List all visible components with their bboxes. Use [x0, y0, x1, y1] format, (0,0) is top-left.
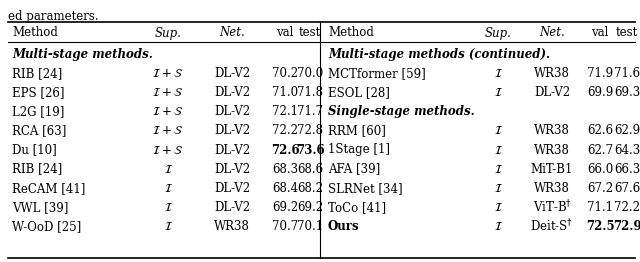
Text: ed parameters.: ed parameters. — [8, 10, 99, 23]
Text: 71.9: 71.9 — [587, 67, 613, 80]
Text: WR38: WR38 — [534, 182, 570, 195]
Text: 71.6: 71.6 — [614, 67, 640, 80]
Text: $\mathcal{I}$: $\mathcal{I}$ — [164, 163, 172, 176]
Text: $\mathcal{I}+\mathcal{S}$: $\mathcal{I}+\mathcal{S}$ — [152, 144, 184, 156]
Text: 73.6: 73.6 — [296, 144, 324, 156]
Text: $\mathcal{I}+\mathcal{S}$: $\mathcal{I}+\mathcal{S}$ — [152, 86, 184, 99]
Text: 66.3: 66.3 — [614, 163, 640, 176]
Text: 68.4: 68.4 — [272, 182, 298, 195]
Text: $\mathcal{I}$: $\mathcal{I}$ — [164, 201, 172, 214]
Text: Method: Method — [12, 26, 58, 40]
Text: test: test — [299, 26, 321, 40]
Text: L2G [19]: L2G [19] — [12, 105, 65, 118]
Text: $\mathcal{I}+\mathcal{S}$: $\mathcal{I}+\mathcal{S}$ — [152, 67, 184, 80]
Text: DL-V2: DL-V2 — [214, 182, 250, 195]
Text: 70.1: 70.1 — [297, 220, 323, 233]
Text: SLRNet [34]: SLRNet [34] — [328, 182, 403, 195]
Text: WR38: WR38 — [534, 144, 570, 156]
Text: DL-V2: DL-V2 — [214, 67, 250, 80]
Text: $\mathcal{I}$: $\mathcal{I}$ — [493, 163, 502, 176]
Text: 71.7: 71.7 — [297, 105, 323, 118]
Text: 70.0: 70.0 — [297, 67, 323, 80]
Text: RIB [24]: RIB [24] — [12, 163, 62, 176]
Text: $\mathcal{I}$: $\mathcal{I}$ — [164, 182, 172, 195]
Text: Sup.: Sup. — [155, 26, 181, 40]
Text: Single-stage methods.: Single-stage methods. — [328, 105, 475, 118]
Text: 69.9: 69.9 — [587, 86, 613, 99]
Text: $\mathcal{I}+\mathcal{S}$: $\mathcal{I}+\mathcal{S}$ — [152, 105, 184, 118]
Text: 69.2: 69.2 — [272, 201, 298, 214]
Text: 1Stage [1]: 1Stage [1] — [328, 144, 390, 156]
Text: 70.2: 70.2 — [272, 67, 298, 80]
Text: 69.2: 69.2 — [297, 201, 323, 214]
Text: 68.6: 68.6 — [297, 163, 323, 176]
Text: 72.2: 72.2 — [272, 124, 298, 137]
Text: test: test — [616, 26, 638, 40]
Text: 67.2: 67.2 — [587, 182, 613, 195]
Text: MiT-B1: MiT-B1 — [531, 163, 573, 176]
Text: $\mathcal{I}$: $\mathcal{I}$ — [493, 220, 502, 233]
Text: 66.0: 66.0 — [587, 163, 613, 176]
Text: 72.6: 72.6 — [271, 144, 300, 156]
Text: DL-V2: DL-V2 — [214, 124, 250, 137]
Text: 62.9: 62.9 — [614, 124, 640, 137]
Text: Net.: Net. — [219, 26, 245, 40]
Text: $\mathcal{I}$: $\mathcal{I}$ — [493, 124, 502, 137]
Text: 68.3: 68.3 — [272, 163, 298, 176]
Text: VWL [39]: VWL [39] — [12, 201, 68, 214]
Text: DL-V2: DL-V2 — [214, 163, 250, 176]
Text: Deit-S$^{\dagger}$: Deit-S$^{\dagger}$ — [531, 218, 573, 235]
Text: 62.7: 62.7 — [587, 144, 613, 156]
Text: 68.2: 68.2 — [297, 182, 323, 195]
Text: DL-V2: DL-V2 — [534, 86, 570, 99]
Text: DL-V2: DL-V2 — [214, 86, 250, 99]
Text: $\mathcal{I}$: $\mathcal{I}$ — [493, 182, 502, 195]
Text: EPS [26]: EPS [26] — [12, 86, 65, 99]
Text: 72.2: 72.2 — [614, 201, 640, 214]
Text: AFA [39]: AFA [39] — [328, 163, 380, 176]
Text: W-OoD [25]: W-OoD [25] — [12, 220, 81, 233]
Text: Net.: Net. — [539, 26, 565, 40]
Text: ESOL [28]: ESOL [28] — [328, 86, 390, 99]
Text: $\mathcal{I}$: $\mathcal{I}$ — [493, 144, 502, 156]
Text: $\mathcal{I}$: $\mathcal{I}$ — [493, 201, 502, 214]
Text: 71.1: 71.1 — [587, 201, 613, 214]
Text: WR38: WR38 — [534, 124, 570, 137]
Text: val: val — [276, 26, 294, 40]
Text: Multi-stage methods (continued).: Multi-stage methods (continued). — [328, 48, 550, 61]
Text: RRM [60]: RRM [60] — [328, 124, 386, 137]
Text: Du [10]: Du [10] — [12, 144, 57, 156]
Text: Multi-stage methods.: Multi-stage methods. — [12, 48, 153, 61]
Text: 64.3: 64.3 — [614, 144, 640, 156]
Text: Sup.: Sup. — [484, 26, 511, 40]
Text: MCTformer [59]: MCTformer [59] — [328, 67, 426, 80]
Text: 70.7: 70.7 — [272, 220, 298, 233]
Text: 67.6: 67.6 — [614, 182, 640, 195]
Text: Ours: Ours — [328, 220, 360, 233]
Text: 72.1: 72.1 — [272, 105, 298, 118]
Text: $\mathcal{I}$: $\mathcal{I}$ — [493, 67, 502, 80]
Text: ViT-B$^{\dagger}$: ViT-B$^{\dagger}$ — [532, 199, 572, 216]
Text: 71.8: 71.8 — [297, 86, 323, 99]
Text: 71.0: 71.0 — [272, 86, 298, 99]
Text: 69.3: 69.3 — [614, 86, 640, 99]
Text: ToCo [41]: ToCo [41] — [328, 201, 386, 214]
Text: WR38: WR38 — [534, 67, 570, 80]
Text: Method: Method — [328, 26, 374, 40]
Text: WR38: WR38 — [214, 220, 250, 233]
Text: 72.9: 72.9 — [612, 220, 640, 233]
Text: val: val — [591, 26, 609, 40]
Text: DL-V2: DL-V2 — [214, 144, 250, 156]
Text: ReCAM [41]: ReCAM [41] — [12, 182, 85, 195]
Text: 62.6: 62.6 — [587, 124, 613, 137]
Text: $\mathcal{I}$: $\mathcal{I}$ — [164, 220, 172, 233]
Text: 72.5: 72.5 — [586, 220, 614, 233]
Text: $\mathcal{I}+\mathcal{S}$: $\mathcal{I}+\mathcal{S}$ — [152, 124, 184, 137]
Text: RIB [24]: RIB [24] — [12, 67, 62, 80]
Text: $\mathcal{I}$: $\mathcal{I}$ — [493, 86, 502, 99]
Text: DL-V2: DL-V2 — [214, 105, 250, 118]
Text: RCA [63]: RCA [63] — [12, 124, 67, 137]
Text: DL-V2: DL-V2 — [214, 201, 250, 214]
Text: 72.8: 72.8 — [297, 124, 323, 137]
